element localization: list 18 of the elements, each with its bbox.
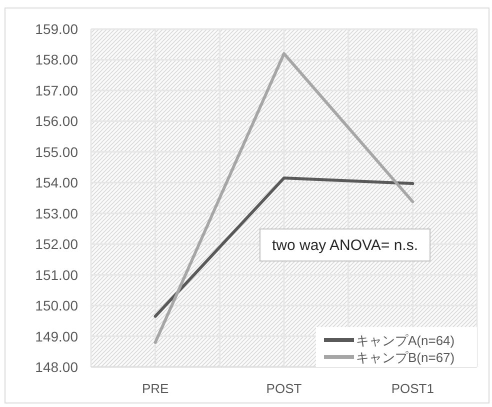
- y-tick-label: 155.00: [35, 144, 78, 160]
- legend-label: キャンプB(n=67): [356, 350, 455, 365]
- y-tick-label: 153.00: [35, 205, 78, 222]
- y-tick-label: 148.00: [35, 359, 78, 375]
- x-tick-label: PRE: [142, 381, 170, 396]
- y-tick-label: 158.00: [35, 52, 78, 68]
- y-tick-label: 154.00: [35, 174, 78, 191]
- y-tick-label: 149.00: [35, 328, 78, 344]
- y-tick-label: 156.00: [35, 113, 78, 130]
- annotation: two way ANOVA= n.s.: [272, 237, 418, 254]
- y-tick-label: 152.00: [35, 236, 78, 252]
- y-tick-label: 151.00: [35, 266, 78, 283]
- x-tick-label: POST1: [391, 381, 434, 396]
- y-tick-label: 157.00: [35, 82, 78, 98]
- x-tick-label: POST: [266, 381, 302, 396]
- y-tick-label: 159.00: [35, 21, 78, 37]
- y-tick-label: 150.00: [35, 298, 78, 314]
- legend-label: キャンプA(n=64): [356, 333, 455, 348]
